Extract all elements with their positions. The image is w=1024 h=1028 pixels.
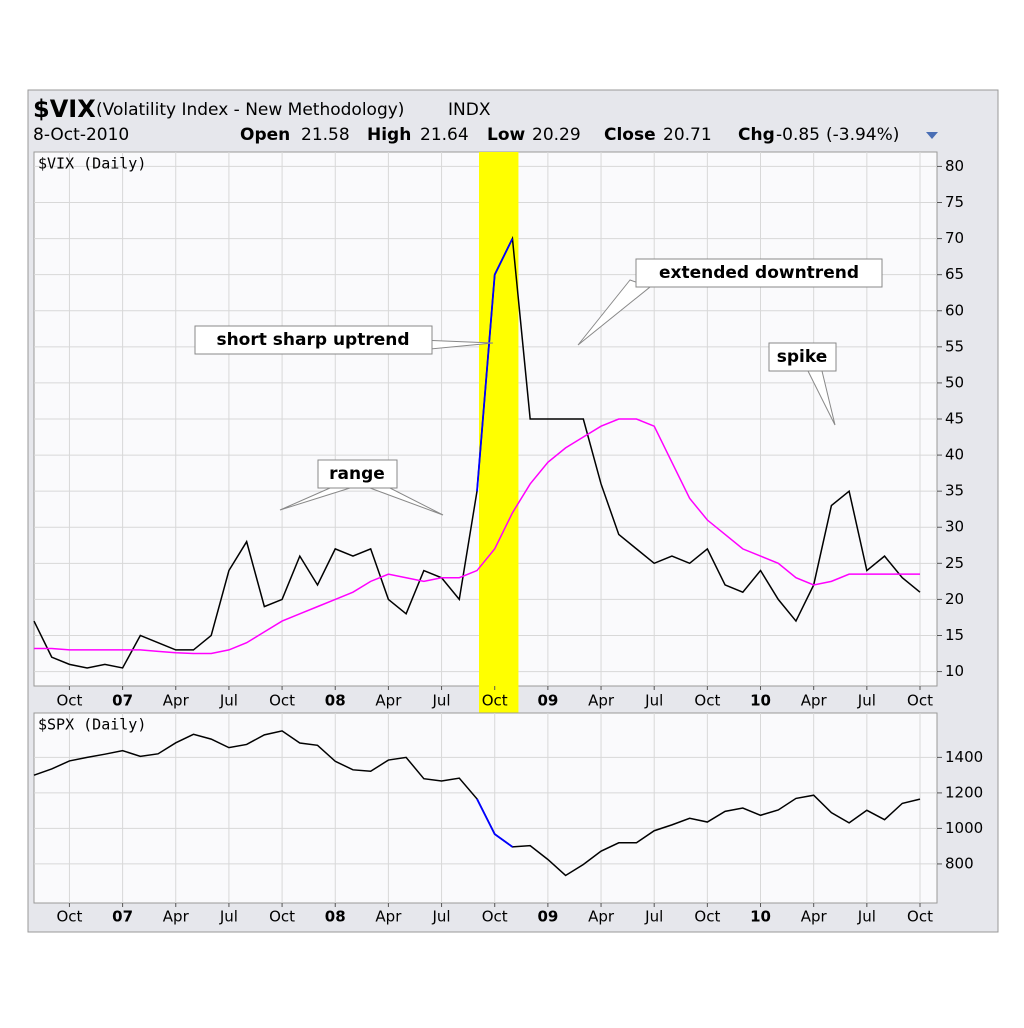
chg-pct: (-3.94%) xyxy=(826,125,899,145)
x-tick-label: Jul xyxy=(857,908,876,926)
x-tick-label: Oct xyxy=(56,692,82,710)
annotation: short sharp uptrend xyxy=(216,330,409,350)
x-tick-label: Apr xyxy=(588,908,615,926)
x-tick-label: Oct xyxy=(907,692,933,710)
y-tick-label: 1000 xyxy=(945,819,983,837)
close: 20.71 xyxy=(663,125,712,145)
x-tick-label: Apr xyxy=(801,908,828,926)
low: 20.29 xyxy=(532,125,581,145)
highlighted-line xyxy=(476,798,513,848)
y-tick-label: 75 xyxy=(945,193,964,211)
x-tick-label: Jul xyxy=(432,692,451,710)
y-tick-label: 45 xyxy=(945,410,964,428)
y-tick-label: 10 xyxy=(945,662,964,680)
x-tick-label: 07 xyxy=(112,908,133,926)
x-tick-label: Apr xyxy=(163,908,190,926)
x-tick-label: Oct xyxy=(482,692,508,710)
plot-area xyxy=(33,712,938,904)
x-tick-label: Oct xyxy=(694,908,720,926)
x-tick-label: Apr xyxy=(375,692,402,710)
x-tick-label: Oct xyxy=(907,908,933,926)
low-label: Low xyxy=(487,125,526,145)
open: 21.58 xyxy=(301,125,350,145)
header: $VIX (Volatility Index - New Methodology… xyxy=(33,95,938,145)
y-tick-label: 800 xyxy=(945,854,974,872)
open-label: Open xyxy=(240,125,290,145)
callout-box xyxy=(768,342,837,372)
x-tick-label: Apr xyxy=(801,692,828,710)
x-tick-label: Apr xyxy=(163,692,190,710)
panel-subtitle: $SPX (Daily) xyxy=(38,716,146,734)
high: 21.64 xyxy=(420,125,469,145)
x-tick-label: Oct xyxy=(56,908,82,926)
x-tick-label: Apr xyxy=(588,692,615,710)
symbol: $VIX xyxy=(33,95,96,123)
y-tick-label: 1200 xyxy=(945,783,983,801)
x-tick-label: Oct xyxy=(482,908,508,926)
panel-subtitle: $VIX (Daily) xyxy=(38,155,146,173)
annotation: extended downtrend xyxy=(659,263,859,283)
y-tick-label: 40 xyxy=(945,446,964,464)
y-tick-label: 70 xyxy=(945,229,964,247)
x-tick-label: Jul xyxy=(644,692,663,710)
close-label: Close xyxy=(604,125,656,145)
x-tick-label: 08 xyxy=(325,908,346,926)
x-tick-label: Jul xyxy=(857,692,876,710)
x-tick-label: 08 xyxy=(325,692,346,710)
y-tick-label: 25 xyxy=(945,554,964,572)
dropdown-arrow[interactable] xyxy=(926,132,938,139)
x-tick-label: 07 xyxy=(112,692,133,710)
line-series xyxy=(34,418,920,655)
x-tick-label: Oct xyxy=(269,908,295,926)
exchange: INDX xyxy=(448,100,491,120)
x-tick-label: Apr xyxy=(375,908,402,926)
x-tick-label: Jul xyxy=(219,692,238,710)
y-tick-label: 50 xyxy=(945,373,964,391)
y-tick-label: 35 xyxy=(945,482,964,500)
callouts: short sharp uptrend range extended downtre… xyxy=(194,258,883,516)
highlighted-line xyxy=(476,238,514,492)
index-name: (Volatility Index - New Methodology) xyxy=(96,100,404,120)
x-tick-label: 10 xyxy=(750,692,771,710)
x-tick-label: 10 xyxy=(750,908,771,926)
callout-box xyxy=(317,459,398,489)
y-tick-label: 1400 xyxy=(945,748,983,766)
callout-box xyxy=(635,258,883,288)
x-tick-label: Jul xyxy=(644,908,663,926)
chg-label: Chg xyxy=(738,125,775,145)
y-tick-label: 15 xyxy=(945,626,964,644)
y-tick-label: 80 xyxy=(945,157,964,175)
y-tick-label: 60 xyxy=(945,301,964,319)
date: 8-Oct-2010 xyxy=(33,125,129,145)
y-tick-label: 55 xyxy=(945,337,964,355)
x-tick-label: Oct xyxy=(694,692,720,710)
x-tick-label: 09 xyxy=(537,692,558,710)
y-tick-label: 65 xyxy=(945,265,964,283)
y-tick-label: 30 xyxy=(945,518,964,536)
y-tick-label: 20 xyxy=(945,590,964,608)
x-tick-label: Oct xyxy=(269,692,295,710)
callout-box xyxy=(194,325,433,355)
annotation: range xyxy=(329,464,385,484)
x-tick-label: 09 xyxy=(537,908,558,926)
x-tick-label: Jul xyxy=(219,908,238,926)
chg: -0.85 xyxy=(776,125,820,145)
annotation: spike xyxy=(777,347,828,367)
x-tick-label: Jul xyxy=(432,908,451,926)
high-label: High xyxy=(367,125,411,145)
